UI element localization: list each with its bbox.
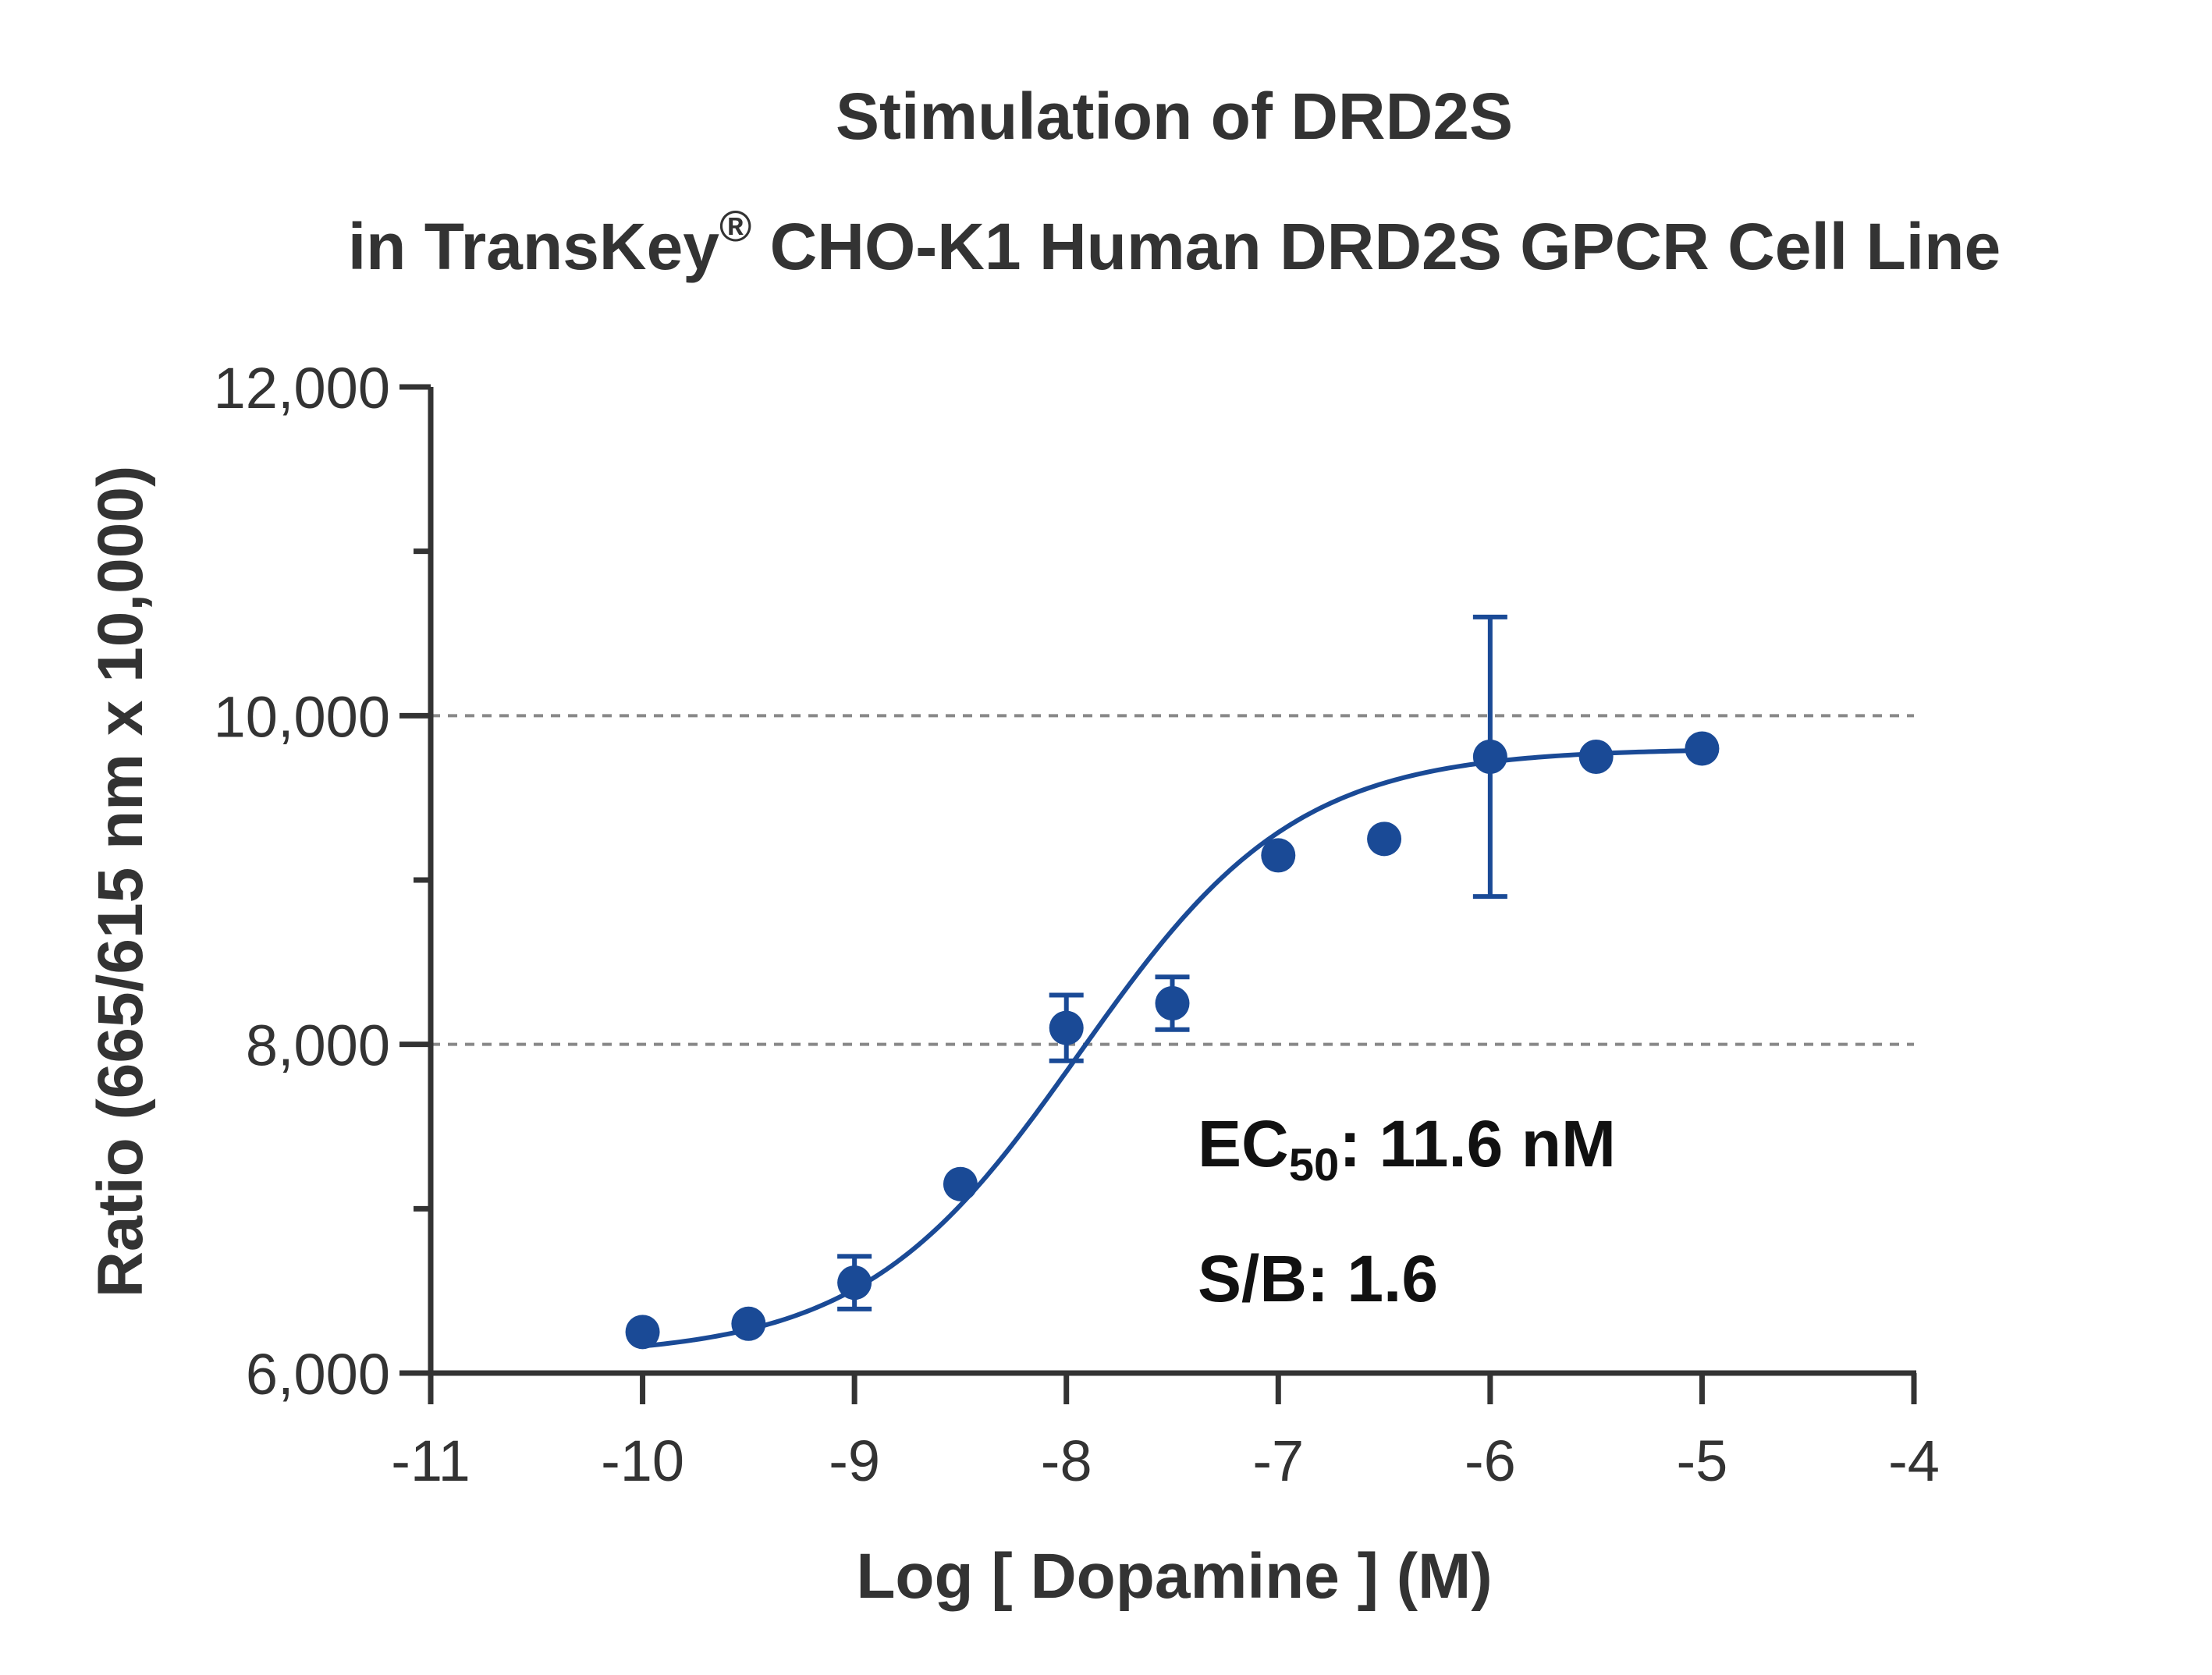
chart-title-line2: in TransKey® CHO-K1 Human DRD2S GPCR Cel… bbox=[348, 201, 2001, 283]
y-tick-label: 10,000 bbox=[214, 684, 390, 749]
data-point bbox=[1578, 740, 1614, 774]
x-tick-label: -7 bbox=[1252, 1428, 1304, 1493]
y-tick-label: 6,000 bbox=[246, 1342, 390, 1407]
x-tick-label: -10 bbox=[601, 1428, 684, 1493]
x-tick-label: -9 bbox=[829, 1428, 880, 1493]
data-point bbox=[1155, 986, 1190, 1020]
ec50-prefix: EC bbox=[1198, 1107, 1289, 1180]
x-tick-label: -6 bbox=[1465, 1428, 1516, 1493]
y-tick-label: 8,000 bbox=[246, 1013, 390, 1078]
x-tick-label: -11 bbox=[391, 1428, 470, 1493]
x-tick-label: -8 bbox=[1041, 1428, 1092, 1493]
y-axis-title: Ratio (665/615 nm x 10,000) bbox=[85, 466, 156, 1298]
data-point bbox=[1685, 731, 1720, 766]
x-tick-label: -5 bbox=[1677, 1428, 1728, 1493]
data-points bbox=[625, 614, 1720, 1350]
axes: -11 -10 -9 -8 -7 -6 -5 -4 6,000 8,000 10,000 12,000 bbox=[214, 356, 1940, 1493]
fit-curve bbox=[642, 747, 1702, 1349]
data-point bbox=[731, 1306, 766, 1341]
x-tick-label: -4 bbox=[1888, 1428, 1940, 1493]
data-point bbox=[1261, 838, 1296, 873]
chart-title-line2-prefix: in TransKey bbox=[348, 210, 719, 283]
gridlines bbox=[431, 714, 1914, 1046]
sb-annotation: S/B: 1.6 bbox=[1198, 1242, 1438, 1315]
data-point bbox=[1049, 1010, 1084, 1045]
chart-title-line2-suffix: CHO-K1 Human DRD2S GPCR Cell Line bbox=[751, 210, 2001, 283]
x-axis-title: Log [ Dopamine ] (M) bbox=[856, 1541, 1492, 1612]
data-point bbox=[943, 1166, 978, 1201]
y-tick-label: 12,000 bbox=[214, 356, 390, 421]
registered-mark: ® bbox=[719, 201, 751, 250]
ec50-subscript: 50 bbox=[1289, 1140, 1340, 1191]
ec50-value: : 11.6 nM bbox=[1339, 1107, 1616, 1180]
chart-title-line1: Stimulation of DRD2S bbox=[836, 80, 1513, 153]
data-point bbox=[625, 1315, 660, 1350]
data-point bbox=[1367, 822, 1402, 857]
data-point bbox=[1472, 740, 1507, 774]
ec50-annotation: EC50: 11.6 nM bbox=[1198, 1107, 1616, 1191]
data-point bbox=[837, 1265, 872, 1301]
